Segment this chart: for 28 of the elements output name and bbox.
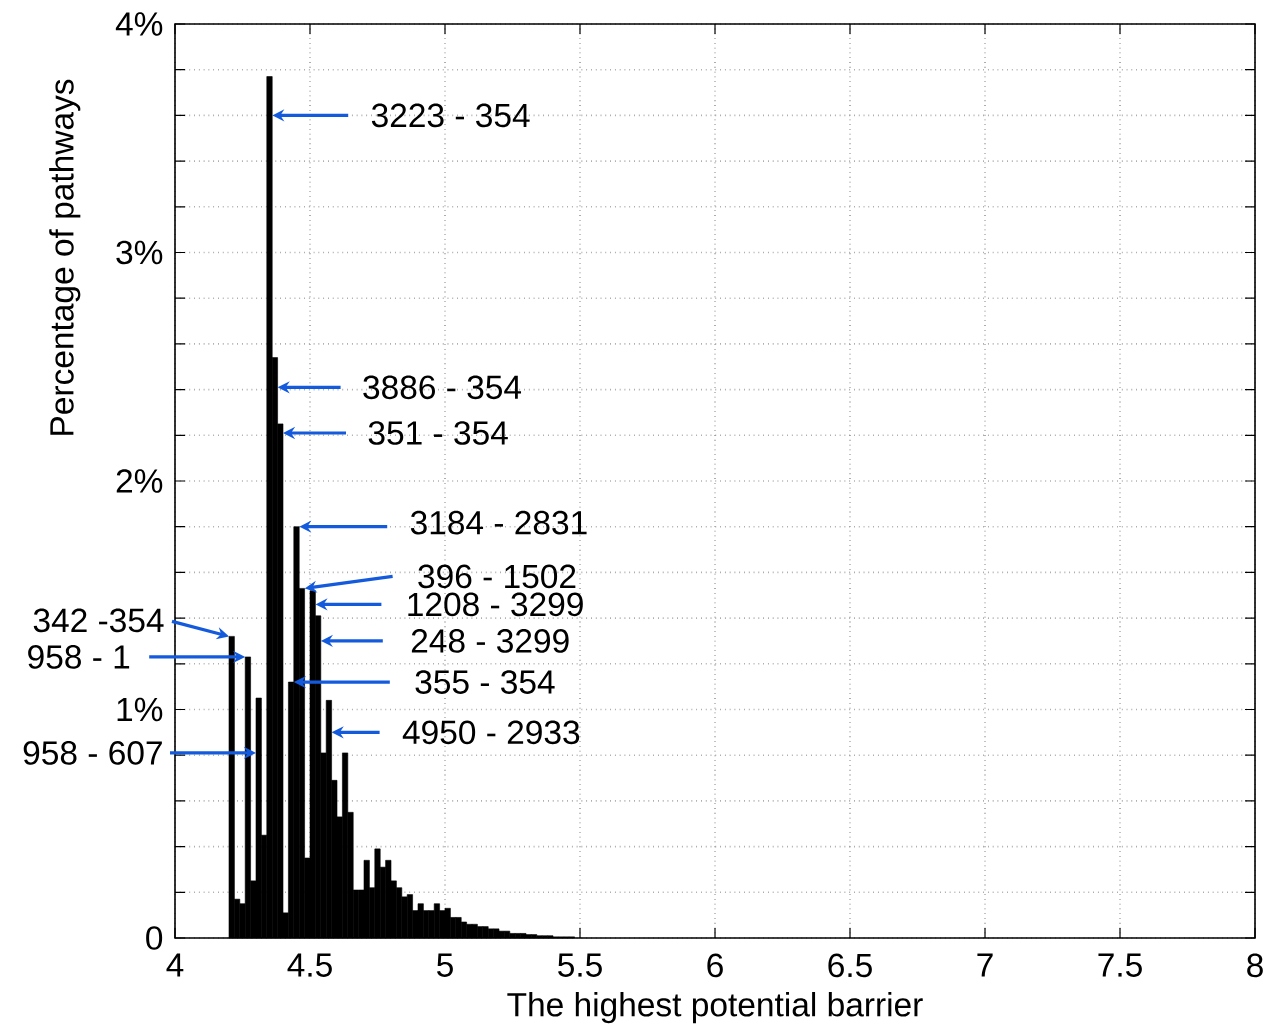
x-tick-label: 7.5 (1098, 953, 1142, 977)
annotation: 355 - 354 (415, 670, 555, 694)
annotation: 342 -354 (33, 608, 164, 633)
annotation: 4950 - 2933 (402, 720, 580, 745)
annotation: 958 - 1 (28, 645, 130, 669)
x-tick-label: 7 (977, 953, 993, 977)
annotation: 3223 - 354 (371, 103, 530, 128)
annotation: 351 - 354 (368, 421, 508, 445)
x-axis-title: The highest potential barrier (507, 991, 923, 1024)
x-tick-label: 4 (166, 953, 184, 977)
annotation: 1208 - 3299 (408, 592, 583, 617)
x-tick-label: 5.5 (558, 953, 602, 977)
annotation: 3184 - 2831 (410, 510, 587, 535)
x-tick-label: 8 (1247, 953, 1263, 978)
y-tick-label: 4% (115, 12, 163, 36)
x-tick-label: 6 (707, 953, 723, 978)
x-tick-label: 4.5 (287, 953, 332, 977)
x-tick-label: 5 (437, 953, 453, 977)
annotation: 396 - 1502 (418, 564, 576, 589)
annotation: 248 - 3299 (411, 629, 569, 653)
annotation: 958 - 607 (23, 741, 162, 765)
annotation: 3886 - 354 (363, 375, 522, 400)
x-tick-label: 6.5 (828, 953, 872, 978)
y-tick-label: 3% (116, 240, 163, 265)
y-tick-label: 1% (117, 697, 163, 722)
y-tick-label: 2% (116, 469, 163, 493)
y-tick-label: 0 (146, 926, 163, 950)
y-axis-title: Percentage of pathways (49, 79, 81, 435)
